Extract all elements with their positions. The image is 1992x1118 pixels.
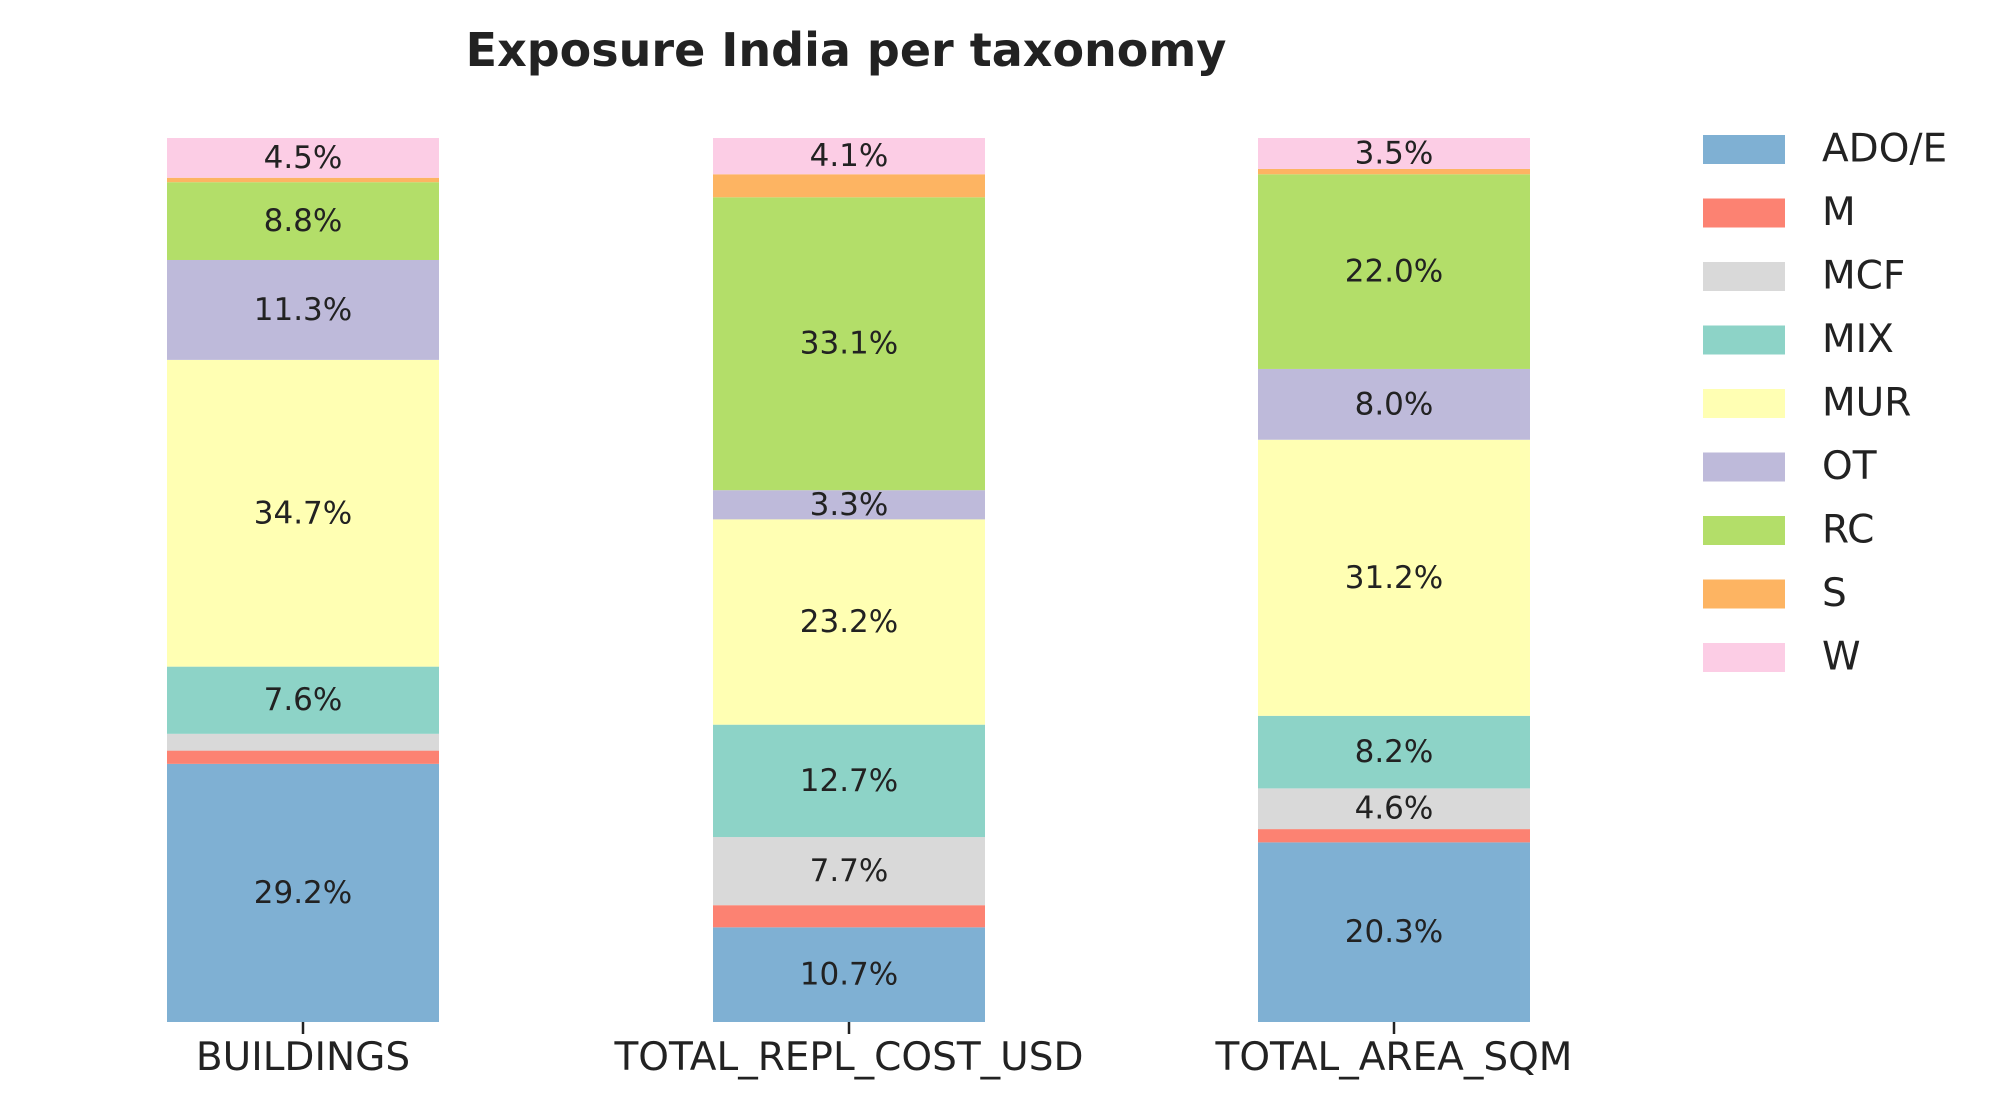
bar-segment-rc [167, 182, 439, 260]
legend-item-m: M [1703, 190, 1856, 235]
bar-segment-mur [167, 359, 439, 667]
legend-label: RC [1822, 508, 1874, 553]
legend-label: MCF [1822, 254, 1905, 299]
bar-segment-m [167, 750, 439, 764]
x-tick-label: BUILDINGS [196, 1035, 410, 1080]
legend-swatch [1703, 325, 1785, 355]
bar-segment-mix [167, 666, 439, 734]
legend-label: S [1822, 571, 1847, 616]
data-label: 23.2% [800, 604, 898, 640]
legend-item-w: W [1703, 635, 1861, 680]
data-label: 4.6% [1355, 791, 1434, 827]
legend-item-mix: MIX [1703, 317, 1894, 362]
bar-segment-s [167, 177, 439, 183]
bar-segment-ot [1258, 368, 1530, 440]
x-axis: BUILDINGS TOTAL_REPL_COST_USD TOTAL_AREA_S… [196, 1022, 1573, 1080]
bar-segment-m [1258, 829, 1530, 843]
legend-item-mur: MUR [1703, 381, 1911, 426]
bar-segment-w [713, 138, 985, 175]
data-label: 22.0% [1345, 254, 1443, 290]
bar-segment-rc [1258, 174, 1530, 369]
bar-stack-buildings: 29.2% 7.6% 34.7% 11.3% 8.8% 4.5% [167, 138, 439, 1022]
bar-stack-total-repl-cost-usd: 10.7% 7.7% 12.7% 23.2% 3.3% 33.1% 4.1% [713, 138, 985, 1022]
data-label: 10.7% [800, 957, 898, 993]
data-label: 8.8% [264, 203, 343, 239]
data-label: 8.0% [1355, 386, 1434, 422]
bar-segment-mcf [1258, 788, 1530, 830]
bar-segment-s [713, 174, 985, 198]
bar-segment-mcf [713, 837, 985, 906]
legend-label: MUR [1822, 381, 1911, 426]
bars-layer: 29.2% 7.6% 34.7% 11.3% 8.8% 4.5% 10.7% 7.7% 12.7… [167, 135, 1530, 1022]
legend-swatch [1703, 579, 1785, 609]
bar-segment-mcf [167, 733, 439, 751]
data-label: 31.2% [1345, 560, 1443, 596]
bar-segment-mur [713, 519, 985, 725]
x-tick-label: TOTAL_AREA_SQM [1215, 1035, 1573, 1080]
data-label: 7.6% [264, 682, 343, 718]
legend-swatch [1703, 389, 1785, 418]
legend-item-ot: OT [1703, 444, 1877, 489]
legend-label: W [1822, 635, 1861, 680]
legend-label: OT [1822, 444, 1877, 489]
data-label: 20.3% [1345, 914, 1443, 950]
bar-segment-s [1258, 168, 1530, 175]
legend: ADO/E M MCF MIX MUR OT RC SW [1703, 127, 1947, 680]
bar-segment-mur [1258, 439, 1530, 716]
bar-segment-ot [167, 259, 439, 360]
chart-title: Exposure India per taxonomy [466, 23, 1227, 77]
bar-segment-w [1258, 138, 1530, 169]
legend-item-ado-e: ADO/E [1703, 127, 1947, 172]
data-label: 4.1% [810, 138, 889, 174]
legend-label: ADO/E [1822, 127, 1947, 172]
bar-stack-total-area-sqm: 20.3% 4.6% 8.2% 31.2% 8.0% 22.0% 3.5% [1258, 135, 1530, 1022]
data-label: 3.3% [810, 487, 889, 523]
data-label: 33.1% [800, 326, 898, 362]
bar-segment-w [167, 138, 439, 178]
data-label: 11.3% [254, 292, 352, 328]
legend-label: MIX [1822, 317, 1894, 362]
legend-item-mcf: MCF [1703, 254, 1905, 299]
data-label: 34.7% [254, 495, 352, 531]
legend-swatch [1703, 452, 1785, 482]
data-label: 4.5% [264, 140, 343, 176]
bar-segment-rc [713, 197, 985, 491]
data-label: 3.5% [1355, 135, 1434, 171]
legend-swatch [1703, 135, 1785, 164]
bar-segment-mix [1258, 715, 1530, 789]
legend-swatch [1703, 643, 1785, 672]
legend-swatch [1703, 516, 1785, 545]
bar-segment-ado-e [713, 927, 985, 1022]
legend-item-rc: RC [1703, 508, 1874, 553]
legend-label: M [1822, 190, 1856, 235]
data-label: 8.2% [1355, 734, 1434, 770]
data-label: 29.2% [254, 875, 352, 911]
bar-segment-mix [713, 724, 985, 838]
bar-segment-ado-e [1258, 842, 1530, 1022]
bar-segment-ot [713, 490, 985, 520]
legend-swatch [1703, 262, 1785, 291]
data-label: 12.7% [800, 763, 898, 799]
data-label: 7.7% [810, 853, 889, 889]
legend-swatch [1703, 198, 1785, 228]
bar-segment-ado-e [167, 763, 439, 1022]
x-tick-label: TOTAL_REPL_COST_USD [613, 1035, 1083, 1080]
legend-item-s: S [1703, 571, 1847, 616]
bar-segment-m [713, 905, 985, 928]
